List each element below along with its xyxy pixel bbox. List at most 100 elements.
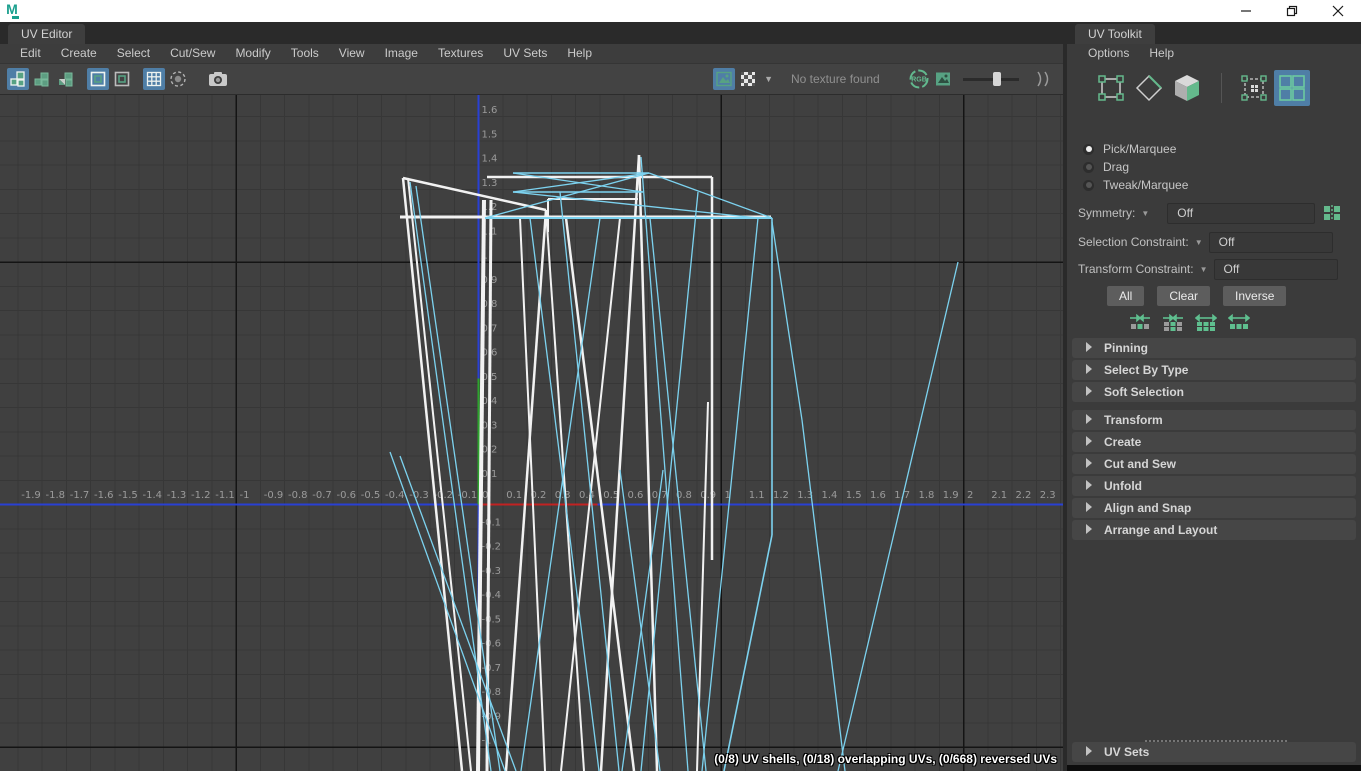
uv-snapshot-button[interactable] (207, 68, 229, 90)
symmetry-value-field[interactable]: Off (1167, 202, 1316, 224)
transform-constraint-field[interactable]: Off (1213, 258, 1338, 280)
section-transform[interactable]: Transform (1072, 410, 1356, 430)
radio-dot-icon (1083, 143, 1094, 155)
transform-constraint-label: Transform Constraint: (1078, 262, 1194, 276)
svg-text:-0.3: -0.3 (409, 490, 429, 501)
section-select-by-type[interactable]: Select By Type (1072, 360, 1356, 380)
image-ratio-button[interactable] (932, 68, 954, 90)
minimize-button[interactable] (1223, 0, 1269, 22)
section-pinning[interactable]: Pinning (1072, 338, 1356, 358)
menu-create[interactable]: Create (60, 46, 97, 60)
svg-text:1.7: 1.7 (894, 490, 910, 501)
grow-selection-icon[interactable] (1228, 314, 1250, 332)
svg-text:-1.1: -1.1 (215, 490, 235, 501)
menu-edit[interactable]: Edit (20, 46, 41, 60)
menu-help[interactable]: Help (1149, 46, 1175, 60)
uv-shell-selection-button[interactable] (1274, 70, 1310, 106)
svg-text:0: 0 (482, 490, 488, 501)
section-label: Pinning (1104, 341, 1148, 355)
shaded-reversed-uv-button[interactable] (55, 68, 77, 90)
uv-canvas[interactable]: -1.9 -1.8 -1.7 -1.6 -1.5 -1.4 -1.3 -1.2 -1.1 -1 -0… (0, 95, 1063, 771)
menu-help[interactable]: Help (567, 46, 593, 60)
selection-constraint-field[interactable]: Off (1208, 231, 1333, 253)
menu-image[interactable]: Image (384, 46, 418, 60)
uv-sets-area: UV Sets (1067, 735, 1361, 771)
clear-selection-button[interactable]: Clear (1157, 286, 1211, 306)
close-button[interactable] (1315, 0, 1361, 22)
svg-text:-0.4: -0.4 (385, 490, 405, 501)
checker-texture-button[interactable] (737, 68, 759, 90)
inverse-selection-button[interactable]: Inverse (1223, 286, 1287, 306)
icon-divider (1221, 73, 1222, 103)
grow-shell-selection-icon[interactable] (1195, 314, 1217, 332)
svg-text:1.5: 1.5 (846, 490, 862, 501)
menu-cut-sew[interactable]: Cut/Sew (170, 46, 216, 60)
menu-uv-sets[interactable]: UV Sets (503, 46, 548, 60)
radio-dot-icon (1083, 161, 1094, 173)
pixel-snap-button[interactable] (167, 68, 189, 90)
section-uv-sets[interactable]: UV Sets (1072, 742, 1356, 762)
edge-selection-button[interactable] (1131, 70, 1167, 106)
section-cut-and-sew[interactable]: Cut and Sew (1072, 454, 1356, 474)
tab-uv-editor[interactable]: UV Editor (8, 24, 86, 44)
shrink-shell-selection-icon[interactable] (1162, 314, 1184, 332)
resize-handle-dots[interactable] (1145, 740, 1287, 742)
uv-distortion-button[interactable] (7, 68, 29, 90)
svg-text:-1.2: -1.2 (191, 490, 211, 501)
menu-options[interactable]: Options (1088, 46, 1130, 60)
section-align-and-snap[interactable]: Align and Snap (1072, 498, 1356, 518)
uv-editor-menubar: Edit Create Select Cut/Sew Modify Tools View Im… (0, 44, 1063, 63)
uv-selection-button[interactable] (1236, 70, 1272, 106)
vertex-selection-button[interactable] (1093, 70, 1129, 106)
svg-text:1.3: 1.3 (482, 178, 498, 189)
menu-modify[interactable]: Modify (235, 46, 271, 60)
close-icon (1332, 5, 1344, 17)
menu-view[interactable]: View (338, 46, 365, 60)
radio-label: Drag (1103, 160, 1130, 174)
radio-pick-marquee[interactable]: Pick/Marquee (1083, 140, 1188, 158)
symmetry-dropdown-caret[interactable]: ▼ (1141, 208, 1150, 218)
restore-button[interactable] (1269, 0, 1315, 22)
radio-dot-icon (1083, 179, 1094, 191)
image-dim-slider[interactable] (963, 72, 1019, 86)
grid-button[interactable] (143, 68, 165, 90)
tab-uv-toolkit[interactable]: UV Toolkit (1075, 24, 1155, 44)
slider-handle[interactable] (993, 72, 1001, 86)
radio-tweak-marquee[interactable]: Tweak/Marquee (1083, 176, 1188, 194)
expand-toolbar-chevrons[interactable] (1033, 69, 1053, 89)
radio-drag[interactable]: Drag (1083, 158, 1188, 176)
tab-strip: UV Editor UV Toolkit (0, 22, 1361, 44)
uv-grid-wireframe: -1.9 -1.8 -1.7 -1.6 -1.5 -1.4 -1.3 -1.2 -1.1 -1 -0… (0, 95, 1063, 771)
menu-select[interactable]: Select (116, 46, 151, 60)
section-label: Unfold (1104, 479, 1142, 493)
shaded-uv-button[interactable] (31, 68, 53, 90)
uv-toolkit-menubar: Options Help (1067, 44, 1184, 62)
shrink-selection-icon[interactable] (1129, 314, 1151, 332)
transform-constraint-caret[interactable]: ▼ (1199, 264, 1208, 274)
face-selection-button[interactable] (1169, 70, 1205, 106)
selection-constraint-caret[interactable]: ▼ (1194, 237, 1203, 247)
restore-icon (1286, 5, 1298, 17)
section-create[interactable]: Create (1072, 432, 1356, 452)
symmetry-icon[interactable] (1323, 204, 1341, 222)
svg-text:-0.2: -0.2 (482, 542, 502, 553)
texture-borders-button[interactable] (87, 68, 109, 90)
svg-text:-0.7: -0.7 (482, 663, 502, 674)
display-image-button[interactable] (713, 68, 736, 90)
svg-text:1.2: 1.2 (773, 490, 789, 501)
rgb-channels-button[interactable]: RGB (908, 68, 930, 90)
texture-dropdown-caret[interactable]: ▼ (764, 74, 773, 84)
select-all-button[interactable]: All (1107, 286, 1145, 306)
expand-arrow-icon (1086, 436, 1092, 446)
svg-text:1.6: 1.6 (482, 105, 498, 116)
pane-divider[interactable] (1063, 22, 1067, 771)
uv-statistics: (0/8) UV shells, (0/18) overlapping UVs,… (714, 752, 1057, 766)
image-borders-button[interactable] (111, 68, 133, 90)
section-unfold[interactable]: Unfold (1072, 476, 1356, 496)
section-arrange-and-layout[interactable]: Arrange and Layout (1072, 520, 1356, 540)
section-soft-selection[interactable]: Soft Selection (1072, 382, 1356, 402)
menu-textures[interactable]: Textures (437, 46, 484, 60)
svg-text:-0.5: -0.5 (482, 614, 502, 625)
menu-tools[interactable]: Tools (290, 46, 319, 60)
window-bottom-edge (1067, 765, 1361, 771)
